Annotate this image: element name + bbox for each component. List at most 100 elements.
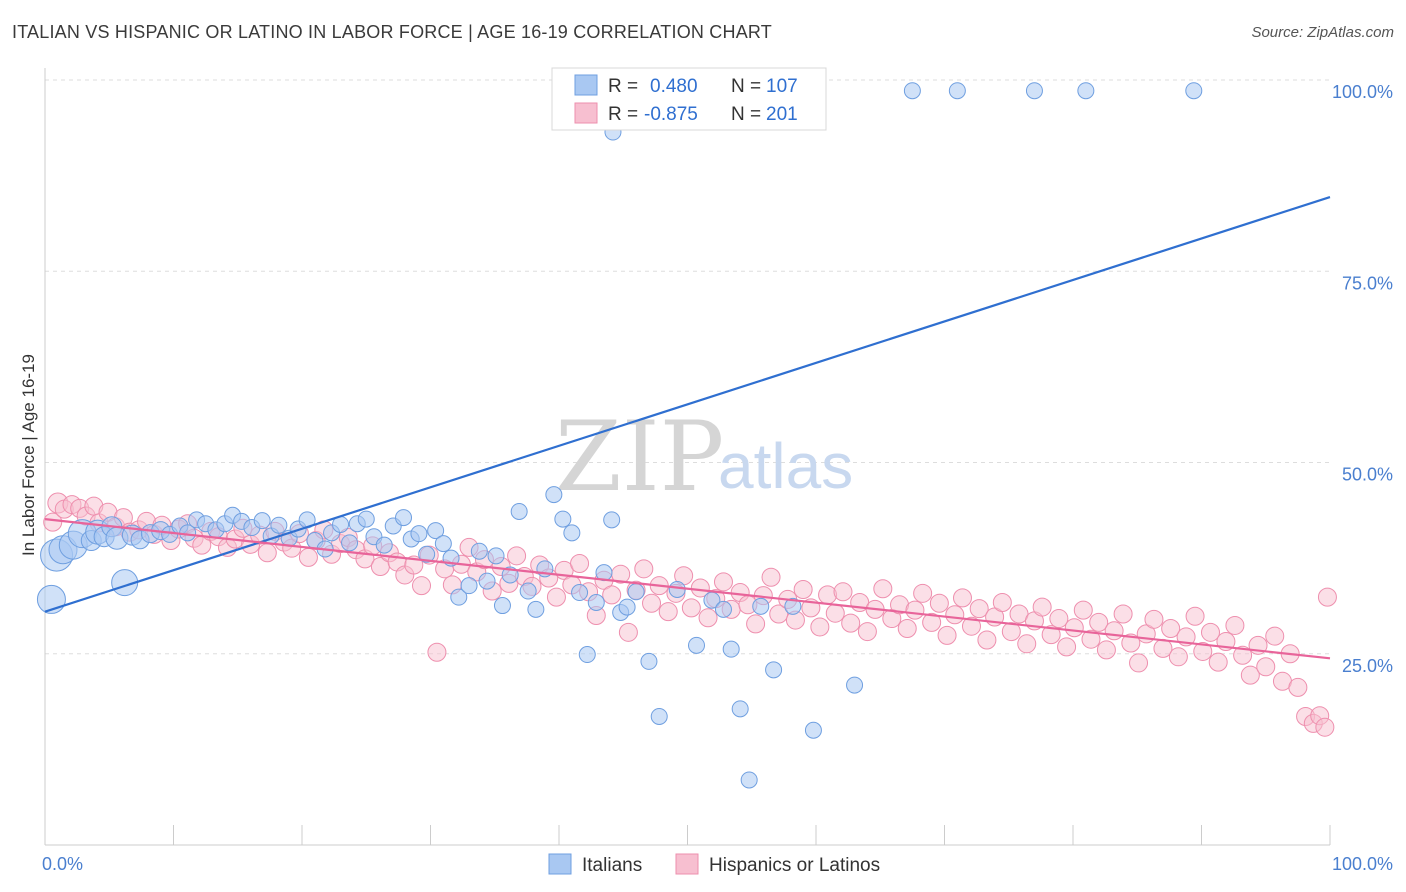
hispanic-point-146 bbox=[1200, 622, 1220, 642]
hispanic-point-154 bbox=[1265, 626, 1285, 646]
italian-point-61 bbox=[563, 524, 581, 542]
hispanic-point-150 bbox=[1233, 645, 1253, 665]
watermark-zip: ZIP bbox=[555, 401, 724, 513]
italian-point-92 bbox=[1025, 82, 1043, 100]
hispanic-point-89 bbox=[746, 614, 766, 634]
hispanic-point-59 bbox=[507, 546, 527, 566]
italian-point-72 bbox=[668, 580, 686, 598]
italian-point-71 bbox=[650, 707, 668, 725]
hispanic-point-123 bbox=[1017, 634, 1037, 654]
italian-point-77 bbox=[731, 700, 749, 718]
italian-point-81 bbox=[784, 597, 802, 615]
hispanic-point-101 bbox=[841, 613, 861, 633]
italian-point-78 bbox=[740, 771, 758, 789]
hispanic-point-127 bbox=[1049, 609, 1069, 629]
italian-point-44 bbox=[418, 545, 436, 563]
hispanic-point-111 bbox=[922, 612, 942, 632]
italian-point-76 bbox=[722, 640, 740, 658]
italian-point-49 bbox=[460, 577, 478, 595]
series-legend: Italians Hispanics or Latinos bbox=[548, 853, 880, 876]
y-axis-label: In Labor Force | Age 16-19 bbox=[19, 354, 38, 556]
bottom-legend-swatch-italians bbox=[548, 853, 572, 875]
italian-point-70 bbox=[640, 652, 658, 670]
italian-point-53 bbox=[493, 597, 511, 615]
legend-r-value-1: 0.480 bbox=[650, 76, 698, 97]
bottom-legend-swatch-hispanic bbox=[675, 853, 699, 875]
hispanic-point-73 bbox=[618, 622, 638, 642]
hispanic-point-112 bbox=[929, 593, 949, 613]
italian-point-69 bbox=[627, 583, 645, 601]
italian-point-60 bbox=[554, 510, 572, 528]
hispanic-point-83 bbox=[698, 608, 718, 628]
hispanic-point-67 bbox=[570, 553, 590, 573]
legend-n-label-1: N = bbox=[731, 76, 761, 97]
legend-n-value-1: 107 bbox=[766, 76, 798, 97]
hispanic-point-114 bbox=[945, 605, 965, 625]
legend-n-label-2: N = bbox=[731, 104, 761, 125]
italian-point-63 bbox=[578, 646, 596, 664]
hispanic-point-92 bbox=[769, 604, 789, 624]
trend-lines bbox=[44, 195, 1331, 660]
italian-point-82 bbox=[804, 721, 822, 739]
hispanic-point-142 bbox=[1168, 647, 1188, 667]
legend-swatch-hispanic bbox=[574, 102, 598, 124]
chart-source: Source: ZipAtlas.com bbox=[1251, 24, 1394, 41]
hispanic-point-49 bbox=[427, 642, 447, 662]
bottom-legend-hispanic: Hispanics or Latinos bbox=[709, 855, 880, 876]
hispanic-point-47 bbox=[412, 576, 432, 596]
hispanic-point-91 bbox=[761, 567, 781, 587]
italian-point-79 bbox=[752, 597, 770, 615]
hispanic-point-147 bbox=[1208, 652, 1228, 672]
italian-point-35 bbox=[341, 534, 359, 552]
hispanic-point-141 bbox=[1161, 619, 1181, 639]
italian-point-52 bbox=[487, 547, 505, 565]
hispanic-point-28 bbox=[257, 543, 277, 563]
hispanic-point-128 bbox=[1057, 637, 1077, 657]
hispanic-point-151 bbox=[1240, 665, 1260, 685]
italian-point-90 bbox=[903, 82, 921, 100]
legend-r-label-1: R = bbox=[608, 76, 638, 97]
hispanic-point-100 bbox=[833, 582, 853, 602]
italian-point-80 bbox=[765, 661, 783, 679]
hispanic-point-161 bbox=[1315, 717, 1335, 737]
hispanic-point-82 bbox=[690, 578, 710, 598]
italian-point-39 bbox=[375, 536, 393, 554]
hispanic-point-97 bbox=[810, 617, 830, 637]
x-tick-label-1: 100.0% bbox=[1332, 854, 1393, 874]
y-tick-label-1: 50.0% bbox=[1342, 465, 1393, 485]
hispanic-point-139 bbox=[1144, 609, 1164, 629]
hispanic-point-157 bbox=[1288, 677, 1308, 697]
hispanic-point-75 bbox=[634, 559, 654, 579]
hispanic-point-120 bbox=[992, 592, 1012, 612]
legend-swatch-italians bbox=[574, 74, 598, 96]
legend-box bbox=[551, 67, 827, 131]
italian-point-94 bbox=[1185, 82, 1203, 100]
hispanic-point-115 bbox=[952, 588, 972, 608]
italian-point-51 bbox=[478, 572, 496, 590]
hispanic-point-149 bbox=[1225, 615, 1245, 635]
legend-n-value-2: 201 bbox=[766, 104, 798, 125]
hispanic-point-153 bbox=[1256, 657, 1276, 677]
italian-point-56 bbox=[519, 582, 537, 600]
hispanic-point-76 bbox=[642, 593, 662, 613]
italians-trend-line bbox=[44, 195, 1331, 613]
hispanic-point-130 bbox=[1073, 600, 1093, 620]
hispanic-point-109 bbox=[905, 600, 925, 620]
hispanic-point-131 bbox=[1081, 629, 1101, 649]
axes bbox=[44, 68, 1331, 846]
hispanic-trend-line bbox=[44, 518, 1331, 660]
hispanic-point-0 bbox=[43, 512, 63, 532]
italian-point-25 bbox=[253, 512, 271, 530]
italian-point-62 bbox=[571, 584, 589, 602]
italian-point-27 bbox=[270, 516, 288, 534]
hispanic-point-144 bbox=[1185, 606, 1205, 626]
hispanic-point-162 bbox=[1317, 587, 1337, 607]
italian-point-43 bbox=[410, 525, 428, 543]
italian-point-55 bbox=[510, 502, 528, 520]
x-tick-label-0: 0.0% bbox=[42, 854, 83, 874]
hispanic-point-118 bbox=[977, 630, 997, 650]
y-tick-label-3: 100.0% bbox=[1332, 82, 1393, 102]
y-tick-labels: 25.0% 50.0% 75.0% 100.0% bbox=[1332, 82, 1393, 676]
hispanic-point-64 bbox=[546, 587, 566, 607]
